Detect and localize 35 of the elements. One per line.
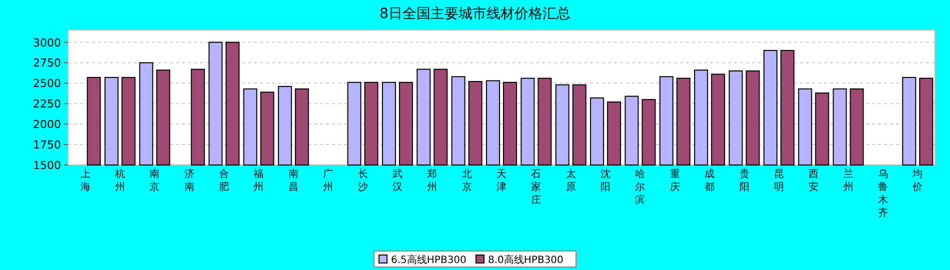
x-tick-label: 南京 (150, 168, 160, 193)
x-tick-label: 郑州 (427, 168, 438, 193)
x-tick-label: 均价 (912, 168, 923, 193)
x-tick-label: 重庆 (670, 168, 680, 193)
chart-title: 8日全国主要城市线材价格汇总 (380, 6, 570, 22)
x-tick-label: 昆明 (774, 169, 784, 193)
y-tick-label: 2500 (33, 77, 61, 90)
y-tick-label: 2000 (33, 118, 61, 132)
x-tick-label: 太原 (566, 168, 576, 193)
legend-label: 8.0高线HPB300 (488, 254, 564, 266)
y-tick-label: 2250 (33, 98, 61, 111)
x-tick-label: 哈尔滨 (635, 168, 646, 206)
x-tick-label: 上海 (80, 168, 90, 193)
x-tick-label: 石家庄 (531, 169, 542, 206)
x-tick-label: 广州 (323, 168, 334, 193)
x-tick-label: 南昌 (288, 168, 298, 193)
legend-label: 6.5高线HPB300 (391, 254, 466, 266)
x-tick-label: 合肥 (219, 168, 230, 193)
x-tick-label: 乌鲁木齐 (878, 168, 888, 219)
x-tick-label: 武汉 (392, 168, 402, 193)
x-tick-label: 天津 (496, 169, 506, 193)
x-tick-label: 贵阳 (739, 168, 750, 193)
y-tick-label: 3000 (33, 36, 61, 50)
x-tick-label: 西安 (808, 169, 819, 193)
x-tick-label: 成都 (704, 168, 715, 193)
y-tick-label: 2750 (33, 56, 61, 70)
x-tick-label: 兰州 (843, 168, 854, 193)
x-tick-label: 福州 (254, 168, 264, 193)
x-tick-label: 济南 (184, 168, 194, 193)
y-tick-label: 1750 (33, 138, 61, 152)
x-tick-label: 沈阳 (600, 168, 611, 193)
x-tick-label: 长沙 (358, 168, 368, 193)
x-tick-label: 杭州 (114, 168, 126, 193)
x-tick-label: 北京 (462, 168, 472, 193)
y-tick-label: 1500 (33, 159, 61, 172)
